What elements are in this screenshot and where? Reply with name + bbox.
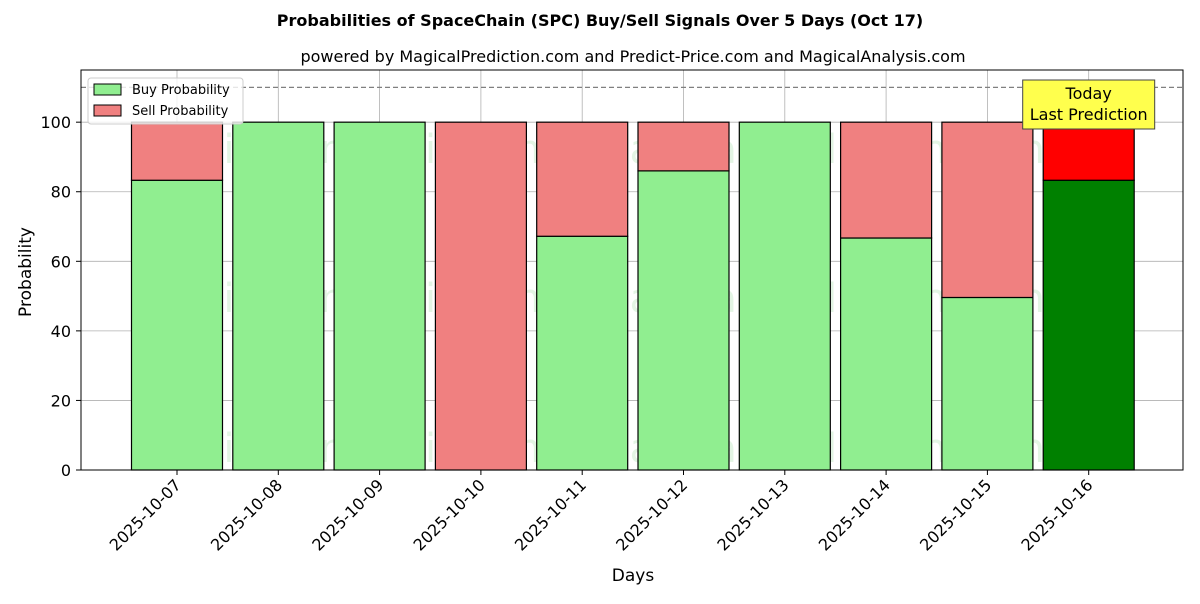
x-tick-label: 2025-10-15	[916, 475, 995, 554]
buy-bar	[1042, 179, 1135, 471]
buy-bar	[232, 121, 325, 471]
sell-bar	[536, 121, 629, 237]
legend-box	[87, 77, 244, 125]
sell-bar	[1042, 121, 1135, 181]
y-tick-label: 0	[61, 461, 71, 480]
legend-label-buy: Buy Probability	[132, 83, 230, 98]
buy-bar	[637, 170, 730, 471]
x-tick-label: 2025-10-08	[207, 475, 286, 554]
sell-bar	[839, 121, 933, 239]
chart-subtitle: powered by MagicalPrediction.com and Pre…	[300, 47, 965, 66]
x-tick-label: 2025-10-10	[410, 475, 489, 554]
plot-frame	[80, 69, 1184, 471]
annotation-text: Today	[1065, 84, 1112, 103]
buy-bar	[941, 296, 1034, 471]
annotation: Today Last Prediction	[1022, 79, 1156, 130]
x-tick-label: 2025-10-16	[1017, 475, 1096, 554]
y-axis-label: Probability	[16, 227, 36, 317]
x-tick-label: 2025-10-07	[106, 475, 185, 554]
annotation-box	[1022, 79, 1156, 130]
y-tick-label: 80	[51, 183, 71, 202]
legend: Buy Probability Sell Probability	[87, 77, 244, 125]
x-tick-label: 2025-10-11	[511, 475, 590, 554]
chart-title: Probabilities of SpaceChain (SPC) Buy/Se…	[277, 11, 923, 30]
legend-swatch-sell	[93, 104, 122, 117]
annotation-text: Last Prediction	[1030, 105, 1148, 124]
y-tick-label: 100	[40, 113, 71, 132]
legend-label-sell: Sell Probability	[132, 104, 229, 119]
sell-bar	[130, 121, 224, 181]
y-tick-label: 40	[51, 322, 71, 341]
x-axis-label: Days	[612, 566, 655, 586]
buy-bar	[130, 179, 224, 471]
buy-bar	[839, 237, 933, 471]
x-tick-label: 2025-10-13	[713, 475, 792, 554]
x-tick-label: 2025-10-14	[815, 475, 894, 554]
y-tick-label: 60	[51, 252, 71, 271]
buy-bar	[333, 121, 426, 471]
buy-bar	[738, 121, 831, 471]
y-tick-label: 20	[51, 391, 71, 410]
legend-swatch-buy	[93, 83, 122, 96]
sell-bar	[637, 121, 730, 172]
x-tick-label: 2025-10-12	[612, 475, 691, 554]
sell-bar	[941, 121, 1034, 299]
buy-bar	[536, 235, 629, 471]
x-tick-label: 2025-10-09	[308, 475, 387, 554]
bars-layer	[130, 121, 1135, 471]
sell-bar	[434, 121, 527, 471]
